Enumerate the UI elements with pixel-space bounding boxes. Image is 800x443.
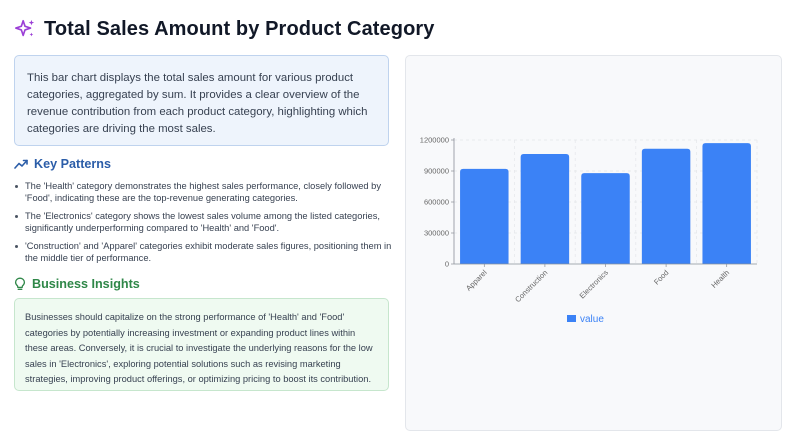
x-tick-label: Apparel [464, 268, 489, 293]
x-tick-label: Electronics [578, 268, 610, 300]
lightbulb-icon [14, 277, 26, 290]
summary-text: This bar chart displays the total sales … [27, 72, 368, 135]
list-item: The 'Health' category demonstrates the h… [14, 180, 394, 205]
business-insights-title: Business Insights [32, 277, 140, 291]
page-header: Total Sales Amount by Product Category [14, 14, 435, 44]
legend-label: value [580, 314, 604, 325]
bar-food [641, 148, 691, 264]
sparkles-icon [15, 19, 35, 37]
y-tick-label: 0 [445, 260, 449, 269]
bar-chart: 0 300000 600000 900000 1200000 Apparel Constru… [420, 136, 758, 325]
key-patterns-list: The 'Health' category demonstrates the h… [14, 180, 394, 269]
y-tick-label: 1200000 [420, 136, 449, 145]
trending-up-icon [14, 159, 28, 169]
list-item: The 'Electronics' category shows the low… [14, 210, 394, 235]
y-tick-label: 600000 [424, 198, 449, 207]
y-tick-label: 900000 [424, 167, 449, 176]
page-title: Total Sales Amount by Product Category [44, 17, 435, 40]
key-patterns-heading: Key Patterns [14, 157, 111, 171]
summary-box: This bar chart displays the total sales … [14, 55, 389, 146]
y-tick-label: 300000 [424, 229, 449, 238]
business-insights-heading: Business Insights [14, 277, 140, 291]
bar-electronics [581, 173, 630, 264]
list-item: 'Construction' and 'Apparel' categories … [14, 240, 394, 265]
x-tick-label: Health [709, 268, 731, 290]
chart-panel: 0 300000 600000 900000 1200000 Apparel Constru… [405, 55, 782, 431]
bar-construction [520, 153, 570, 264]
bar-apparel [460, 168, 509, 264]
x-tick-label: Food [652, 268, 670, 286]
x-tick-label: Construction [513, 268, 549, 304]
legend-swatch [567, 315, 576, 322]
bar-health [702, 143, 751, 264]
key-patterns-title: Key Patterns [34, 157, 111, 171]
insights-box: Businesses should capitalize on the stro… [14, 298, 389, 391]
insights-text: Businesses should capitalize on the stro… [25, 312, 373, 385]
